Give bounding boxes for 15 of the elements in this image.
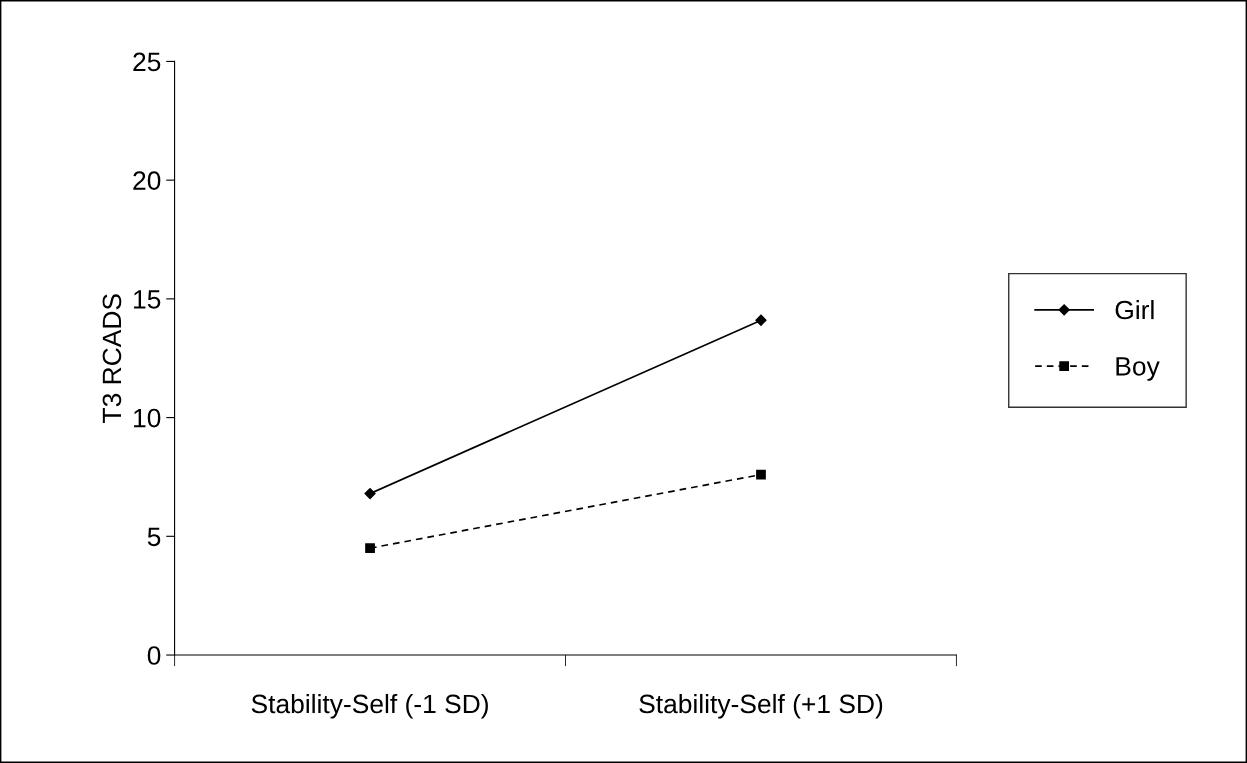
y-tick-label: 5 (147, 527, 161, 547)
point (365, 543, 375, 554)
point (364, 487, 376, 500)
y-tick-label: 10 (134, 408, 161, 428)
point (755, 314, 767, 326)
y-tick-label: 25 (133, 52, 161, 72)
point (756, 469, 766, 480)
y-tick-label: 15 (134, 290, 161, 309)
y-axis-title: T3 RCADS (102, 294, 122, 423)
x-tick-label: Stability-Self (+1 SD) (639, 693, 883, 719)
legend-label: Girl (1115, 299, 1154, 320)
y-tick-label: 0 (147, 646, 161, 665)
x-tick-label: Stability-Self (-1 SD) (251, 693, 488, 719)
y-tick-label: 20 (133, 171, 161, 190)
legend-label: Boy (1116, 357, 1160, 381)
